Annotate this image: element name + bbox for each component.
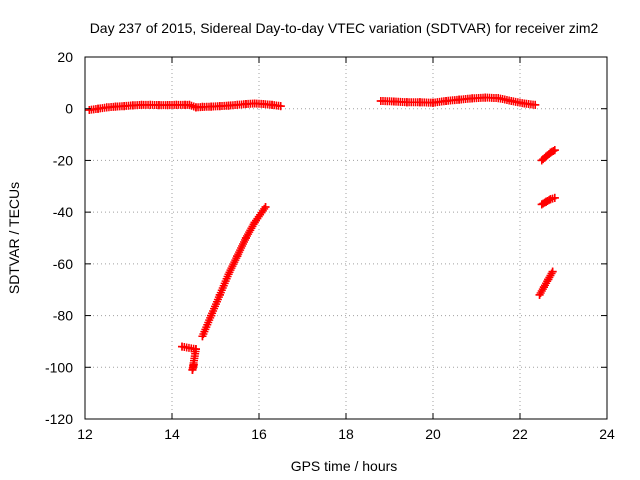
data-point xyxy=(191,345,200,354)
x-tick-label: 12 xyxy=(77,426,93,442)
data-point xyxy=(128,101,137,110)
data-point xyxy=(548,267,557,276)
series-segment-2 xyxy=(198,202,270,341)
data-point xyxy=(233,252,242,261)
data-point xyxy=(102,103,111,112)
data-point xyxy=(189,360,198,369)
data-point xyxy=(507,96,516,105)
series-isolated-points xyxy=(178,342,200,374)
y-tick-label: -120 xyxy=(45,411,73,427)
data-point xyxy=(241,100,250,109)
data-point xyxy=(442,96,451,105)
data-point xyxy=(233,100,242,109)
y-axis-title: SDTVAR / TECUs xyxy=(6,182,22,294)
x-tick-label: 22 xyxy=(512,426,528,442)
data-point xyxy=(546,148,555,157)
data-point xyxy=(137,100,146,109)
data-point xyxy=(94,104,103,113)
series-layer xyxy=(85,93,559,374)
data-point xyxy=(550,146,559,155)
data-point xyxy=(537,156,546,165)
data-point xyxy=(389,97,398,106)
data-point xyxy=(520,99,529,108)
data-point xyxy=(215,102,224,111)
data-point xyxy=(259,100,268,109)
data-point xyxy=(198,102,207,111)
series-segment-3 xyxy=(376,93,540,109)
data-point xyxy=(250,99,259,108)
x-tick-label: 24 xyxy=(599,426,615,442)
data-point xyxy=(85,106,94,115)
data-point xyxy=(268,100,277,109)
data-point xyxy=(276,102,285,111)
y-tick-label: 20 xyxy=(57,49,73,65)
data-point xyxy=(455,95,464,104)
x-axis-title: GPS time / hours xyxy=(291,458,398,474)
data-point xyxy=(163,101,172,110)
x-tick-label: 18 xyxy=(338,426,354,442)
data-point xyxy=(494,94,503,103)
x-tick-label: 20 xyxy=(425,426,441,442)
series-segment-4 xyxy=(537,146,559,165)
data-point xyxy=(111,102,120,111)
series-segment-6 xyxy=(535,267,557,299)
data-point xyxy=(172,100,181,109)
data-point xyxy=(537,200,546,209)
data-point xyxy=(215,290,224,299)
data-point xyxy=(542,197,551,206)
x-tick-label: 16 xyxy=(251,426,267,442)
data-point xyxy=(539,283,548,292)
data-point xyxy=(178,342,187,351)
data-point xyxy=(468,94,477,103)
y-tick-label: 0 xyxy=(65,101,73,117)
data-point xyxy=(207,102,216,111)
y-tick-label: -100 xyxy=(45,359,73,375)
data-point xyxy=(544,275,553,284)
data-point xyxy=(207,311,216,320)
data-point xyxy=(224,270,233,279)
series-segment-5 xyxy=(537,193,559,209)
tick-layer: 12 14 16 18 20 22 24 20 0 -20 -40 -60 -80 -100 -120 xyxy=(45,49,615,442)
data-point xyxy=(376,96,385,105)
data-point xyxy=(550,193,559,202)
data-point xyxy=(120,102,129,111)
data-point xyxy=(250,218,259,227)
data-point xyxy=(546,195,555,204)
data-point xyxy=(185,100,194,109)
y-tick-label: -60 xyxy=(53,256,73,272)
y-tick-label: -80 xyxy=(53,308,73,324)
data-point xyxy=(146,100,155,109)
data-point xyxy=(261,202,270,211)
data-point xyxy=(198,332,207,341)
data-point xyxy=(535,290,544,299)
data-point xyxy=(429,98,437,107)
data-point xyxy=(224,101,233,110)
data-point xyxy=(188,365,197,374)
y-tick-label: -20 xyxy=(53,152,73,168)
data-point xyxy=(542,152,551,161)
data-point xyxy=(531,100,540,109)
x-tick-label: 14 xyxy=(164,426,180,442)
y-tick-label: -40 xyxy=(53,204,73,220)
grid-layer xyxy=(85,57,607,419)
series-segment-1 xyxy=(85,99,285,115)
data-point xyxy=(415,98,424,107)
data-point xyxy=(154,101,163,110)
data-point xyxy=(481,93,490,102)
data-point xyxy=(402,98,411,107)
chart-title: Day 237 of 2015, Sidereal Day-to-day VTE… xyxy=(90,20,599,36)
data-point xyxy=(241,234,250,242)
